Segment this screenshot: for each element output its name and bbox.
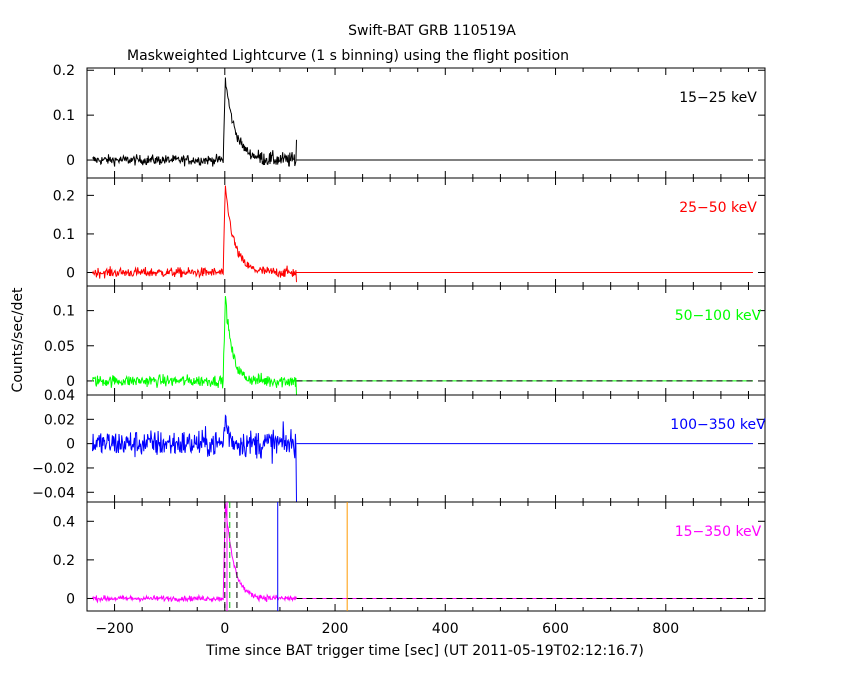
y-axis-label: Counts/sec/det — [10, 287, 26, 392]
y-tick-label: 0.4 — [53, 514, 75, 530]
y-tick-label: −0.02 — [32, 461, 75, 477]
lightcurve-series — [92, 185, 297, 283]
band-label: 25−50 keV — [679, 200, 757, 216]
y-tick-label: 0.2 — [53, 553, 75, 569]
y-tick-label: 0.02 — [44, 412, 75, 428]
y-tick-label: 0.05 — [44, 339, 75, 355]
x-tick-label: 0 — [220, 621, 229, 637]
y-tick-label: 0.04 — [44, 388, 75, 404]
y-tick-label: 0.2 — [53, 63, 75, 79]
band-label: 15−25 keV — [679, 90, 757, 106]
y-tick-label: 0.2 — [53, 188, 75, 204]
x-tick-label: 400 — [432, 621, 459, 637]
panel-frame — [86, 501, 766, 612]
x-tick-label: 800 — [652, 621, 679, 637]
x-tick-label: 200 — [322, 621, 349, 637]
band-label: 50−100 keV — [675, 308, 762, 324]
y-tick-label: 0.1 — [53, 227, 75, 243]
chart-title: Swift-BAT GRB 110519A — [348, 23, 516, 39]
lightcurve-series — [92, 296, 297, 396]
lightcurve-series — [92, 503, 297, 604]
chart-subtitle: Maskweighted Lightcurve (1 s binning) us… — [127, 48, 569, 64]
lightcurve-series — [92, 77, 297, 167]
y-tick-label: 0 — [66, 153, 75, 169]
y-tick-label: 0 — [66, 591, 75, 607]
y-tick-label: 0.1 — [53, 304, 75, 320]
y-tick-label: 0 — [66, 374, 75, 390]
lightcurve-series — [92, 414, 297, 503]
x-tick-label: 600 — [542, 621, 569, 637]
y-tick-label: 0 — [66, 437, 75, 453]
band-label: 15−350 keV — [675, 524, 762, 540]
y-tick-label: 0.1 — [53, 108, 75, 124]
band-label: 100−350 keV — [670, 417, 766, 433]
y-tick-label: 0 — [66, 266, 75, 282]
y-tick-label: −0.04 — [32, 485, 75, 501]
x-tick-label: −200 — [95, 621, 133, 637]
x-axis-label: Time since BAT trigger time [sec] (UT 20… — [205, 643, 644, 659]
panel-frame — [86, 394, 766, 503]
